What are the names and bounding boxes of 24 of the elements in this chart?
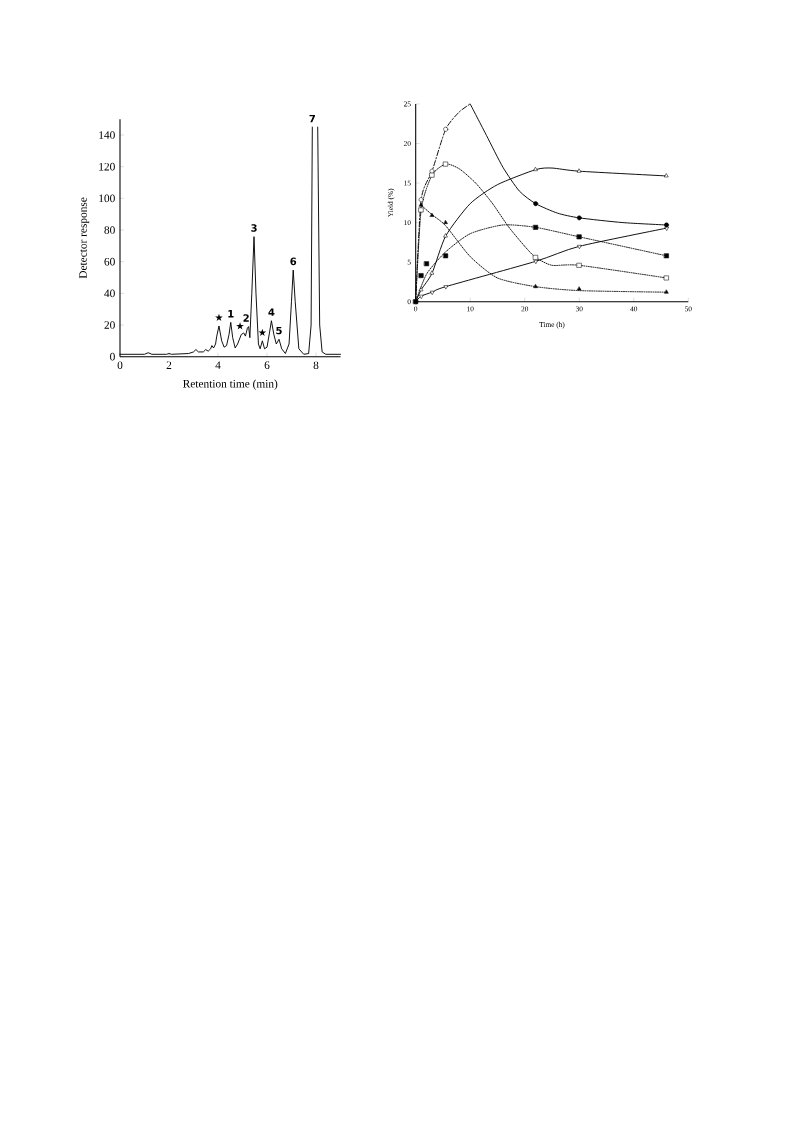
x-tick-label: 2 xyxy=(166,361,172,369)
y-tick-label: 20 xyxy=(104,321,115,329)
y-tick-label: 120 xyxy=(99,162,115,171)
annotation: ★ xyxy=(258,328,267,336)
annotation: ★ xyxy=(236,322,244,330)
x-axis-title: Retention time (min) xyxy=(183,379,278,390)
y-tick-label: 100 xyxy=(99,194,115,203)
y-tick-label: 140 xyxy=(99,131,115,139)
annotation: 7 xyxy=(309,114,316,123)
y-tick-label: 60 xyxy=(104,257,115,266)
y-axis-title: Detector response xyxy=(79,197,90,279)
x-tick-label: 0 xyxy=(117,361,123,370)
x-tick-label: 8 xyxy=(313,361,319,370)
annotation: 1 xyxy=(228,310,234,318)
y-tick-label: 80 xyxy=(104,226,115,234)
x-tick-label: 4 xyxy=(215,361,221,369)
annotation: 5 xyxy=(276,326,282,335)
annotation: ★ xyxy=(215,313,223,322)
y-tick-label: 0 xyxy=(110,352,115,361)
y-tick-label: 40 xyxy=(104,289,115,298)
annotation: 2 xyxy=(243,314,249,322)
annotation: 3 xyxy=(251,224,257,232)
x-tick-label: 6 xyxy=(264,361,270,369)
annotation: 6 xyxy=(290,257,297,266)
